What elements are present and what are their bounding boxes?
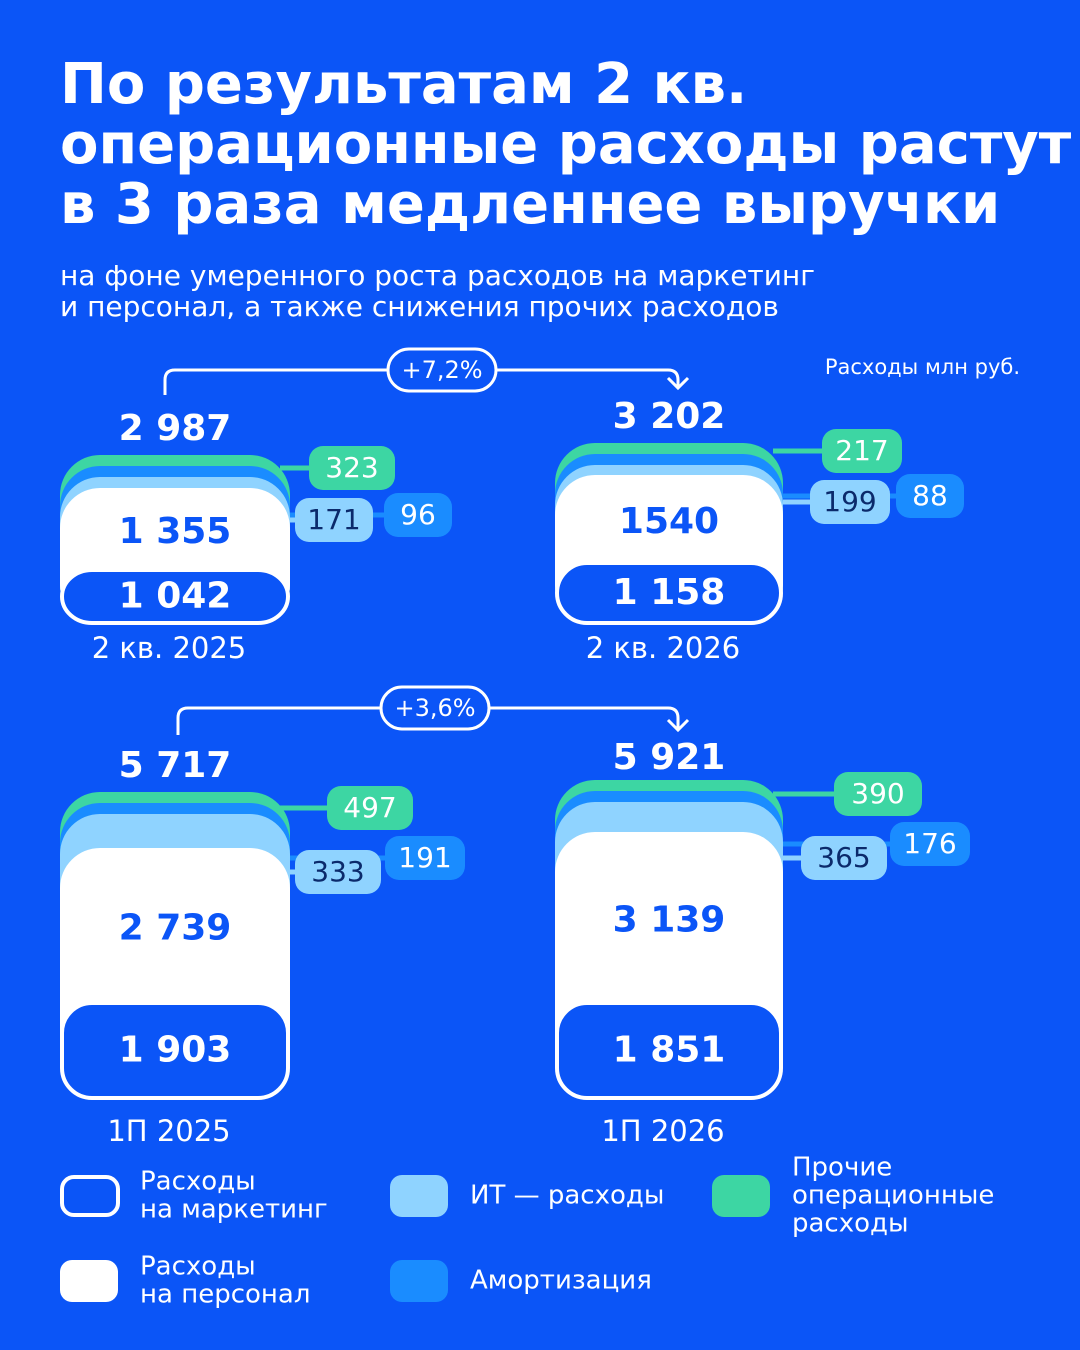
- badge-amortization: [385, 836, 465, 880]
- title-line: в 3 раза медленнее выручки: [60, 172, 1000, 237]
- personnel-value: 2 739: [119, 908, 232, 949]
- total: 3 202: [613, 396, 726, 437]
- marketing-value: 1 903: [119, 1030, 232, 1071]
- badge-other-value: 497: [343, 791, 396, 824]
- legend-label: Амортизация: [470, 1266, 652, 1296]
- badge-amortization: [384, 493, 452, 537]
- badge-it-value: 333: [311, 855, 364, 888]
- unit-note: Расходы млн руб.: [825, 355, 1020, 379]
- badge-it-value: 199: [823, 485, 876, 518]
- badge-it-value: 171: [307, 503, 360, 536]
- period-label: 1П 2026: [601, 1114, 724, 1148]
- change-badge: [386, 347, 498, 393]
- badge-amortization-value: 176: [903, 827, 956, 860]
- marketing-value: 1 042: [119, 576, 232, 617]
- legend-label: на маркетинг: [140, 1195, 328, 1225]
- total: 5 717: [119, 745, 232, 786]
- badge-other: [309, 446, 395, 490]
- legend-label: на персонал: [140, 1280, 310, 1310]
- badge-other-value: 217: [835, 434, 888, 467]
- legend-label: расходы: [792, 1209, 909, 1239]
- badge-amortization-value: 96: [400, 498, 436, 531]
- change-badge: [379, 685, 491, 731]
- legend-label: ИТ — расходы: [470, 1181, 664, 1211]
- legend-label: Расходы: [140, 1167, 256, 1197]
- badge-amortization: [890, 822, 970, 866]
- title-line: По результатам 2 кв.: [60, 52, 747, 117]
- badge-it-value: 365: [817, 841, 870, 874]
- period-label: 2 кв. 2025: [92, 631, 247, 665]
- badge-other: [822, 429, 902, 473]
- badge-amortization: [896, 474, 964, 518]
- legend-swatch: [712, 1175, 770, 1217]
- legend-label: операционные: [792, 1181, 994, 1211]
- title-line: операционные расходы растут: [60, 112, 1072, 177]
- badge-it: [810, 480, 890, 524]
- personnel-value: 1 355: [119, 511, 232, 552]
- marketing-value: 1 851: [613, 1030, 726, 1071]
- badge-it: [295, 498, 373, 542]
- change-label: +7,2%: [401, 356, 482, 384]
- badge-it: [295, 850, 381, 894]
- badge-other-value: 390: [851, 777, 904, 810]
- period-label: 1П 2025: [107, 1114, 230, 1148]
- personnel-value: 1540: [619, 501, 719, 542]
- badge-it: [801, 836, 887, 880]
- total: 5 921: [613, 737, 726, 778]
- period-label: 2 кв. 2026: [586, 631, 741, 665]
- subtitle-line: на фоне умеренного роста расходов на мар…: [60, 259, 815, 292]
- arrow-head: [666, 376, 690, 391]
- badge-other: [327, 786, 413, 830]
- layer-marketing: [60, 1001, 290, 1100]
- layer-marketing: [555, 561, 783, 625]
- legend-swatch: [390, 1260, 448, 1302]
- layer-marketing: [555, 1001, 783, 1100]
- badge-amortization-value: 88: [912, 479, 948, 512]
- badge-other: [834, 772, 922, 816]
- legend-label: Расходы: [140, 1252, 256, 1282]
- legend-swatch: [60, 1260, 118, 1302]
- arrow-head: [666, 718, 690, 733]
- total: 2 987: [119, 408, 232, 449]
- personnel-value: 3 139: [613, 900, 726, 941]
- legend-swatch: [390, 1175, 448, 1217]
- subtitle-line: и персонал, а также снижения прочих расх…: [60, 290, 779, 323]
- legend-label: Прочие: [792, 1153, 892, 1183]
- layer-marketing: [60, 568, 290, 625]
- marketing-value: 1 158: [613, 572, 726, 613]
- badge-amortization-value: 191: [398, 841, 451, 874]
- badge-other-value: 323: [325, 451, 378, 484]
- legend-swatch: [60, 1175, 120, 1217]
- change-label: +3,6%: [394, 694, 475, 722]
